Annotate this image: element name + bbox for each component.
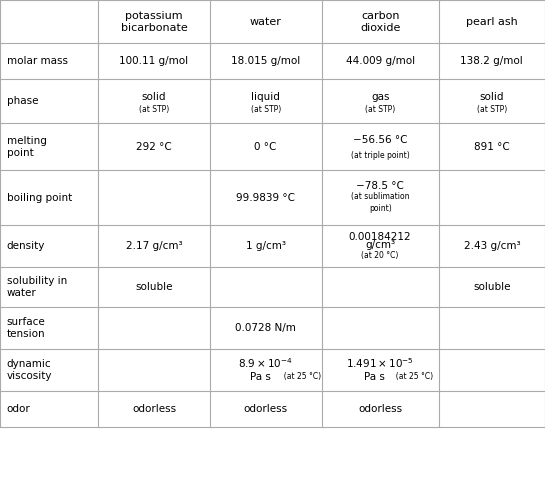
Text: $8.9\times10^{-4}$: $8.9\times10^{-4}$ bbox=[238, 356, 293, 370]
Text: soluble: soluble bbox=[473, 282, 511, 292]
Text: −78.5 °C: −78.5 °C bbox=[356, 181, 404, 191]
Text: 100.11 g/mol: 100.11 g/mol bbox=[119, 56, 189, 66]
Text: phase: phase bbox=[7, 96, 38, 106]
Text: (at STP): (at STP) bbox=[251, 105, 281, 114]
Text: solubility in
water: solubility in water bbox=[7, 276, 67, 298]
Text: 99.9839 °C: 99.9839 °C bbox=[236, 193, 295, 203]
Text: 18.015 g/mol: 18.015 g/mol bbox=[231, 56, 300, 66]
Text: dynamic
viscosity: dynamic viscosity bbox=[7, 360, 52, 381]
Text: 2.43 g/cm³: 2.43 g/cm³ bbox=[464, 241, 520, 251]
Text: 0.0728 N/m: 0.0728 N/m bbox=[235, 323, 296, 333]
Text: 44.009 g/mol: 44.009 g/mol bbox=[346, 56, 415, 66]
Text: Pa s: Pa s bbox=[250, 371, 271, 381]
Text: (at 20 °C): (at 20 °C) bbox=[361, 250, 399, 259]
Text: (at STP): (at STP) bbox=[365, 105, 395, 114]
Text: odorless: odorless bbox=[132, 404, 176, 414]
Text: $1.491\times10^{-5}$: $1.491\times10^{-5}$ bbox=[346, 356, 414, 370]
Text: odorless: odorless bbox=[244, 404, 288, 414]
Text: Pa s: Pa s bbox=[364, 371, 385, 381]
Text: solid: solid bbox=[142, 92, 166, 102]
Text: water: water bbox=[250, 17, 282, 27]
Text: carbon
dioxide: carbon dioxide bbox=[360, 11, 401, 33]
Text: 0.00184212: 0.00184212 bbox=[349, 232, 411, 242]
Text: (at STP): (at STP) bbox=[477, 105, 507, 114]
Text: solid: solid bbox=[480, 92, 504, 102]
Text: 0 °C: 0 °C bbox=[255, 142, 277, 152]
Text: potassium
bicarbonate: potassium bicarbonate bbox=[120, 11, 187, 33]
Text: density: density bbox=[7, 241, 45, 251]
Text: odorless: odorless bbox=[358, 404, 402, 414]
Text: point): point) bbox=[369, 204, 391, 213]
Text: 891 °C: 891 °C bbox=[474, 142, 510, 152]
Text: odor: odor bbox=[7, 404, 31, 414]
Text: liquid: liquid bbox=[251, 92, 280, 102]
Text: 2.17 g/cm³: 2.17 g/cm³ bbox=[126, 241, 182, 251]
Text: boiling point: boiling point bbox=[7, 193, 72, 203]
Text: g/cm³: g/cm³ bbox=[365, 240, 395, 250]
Text: (at triple point): (at triple point) bbox=[351, 151, 409, 160]
Text: 1 g/cm³: 1 g/cm³ bbox=[246, 241, 286, 251]
Text: (at 25 °C): (at 25 °C) bbox=[391, 372, 433, 381]
Text: 292 °C: 292 °C bbox=[136, 142, 172, 152]
Text: (at sublimation: (at sublimation bbox=[351, 192, 409, 201]
Text: pearl ash: pearl ash bbox=[466, 17, 518, 27]
Text: (at STP): (at STP) bbox=[139, 105, 169, 114]
Text: (at 25 °C): (at 25 °C) bbox=[280, 372, 322, 381]
Text: −56.56 °C: −56.56 °C bbox=[353, 135, 408, 145]
Text: 138.2 g/mol: 138.2 g/mol bbox=[461, 56, 523, 66]
Text: soluble: soluble bbox=[135, 282, 173, 292]
Text: molar mass: molar mass bbox=[7, 56, 68, 66]
Text: surface
tension: surface tension bbox=[7, 318, 45, 339]
Text: melting
point: melting point bbox=[7, 136, 46, 158]
Text: gas: gas bbox=[371, 92, 389, 102]
